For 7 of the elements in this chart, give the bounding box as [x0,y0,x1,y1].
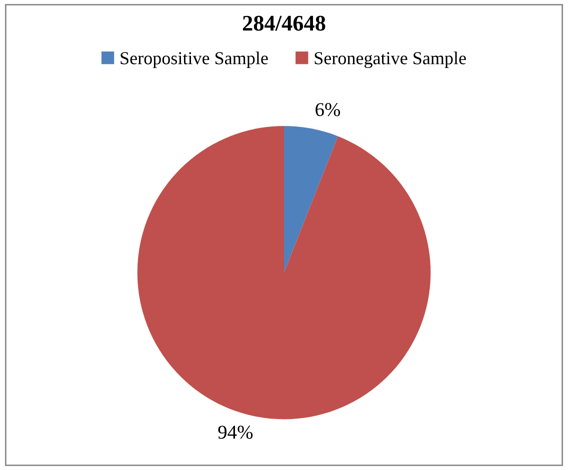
pie-slice [284,126,338,273]
data-label: 94% [218,426,253,439]
legend-label: Seronegative Sample [314,52,466,68]
pie-slice [137,126,431,420]
chart-title: 284/4648 [242,16,326,31]
legend-label: Seropositive Sample [120,52,268,68]
data-label: 6% [316,103,340,116]
